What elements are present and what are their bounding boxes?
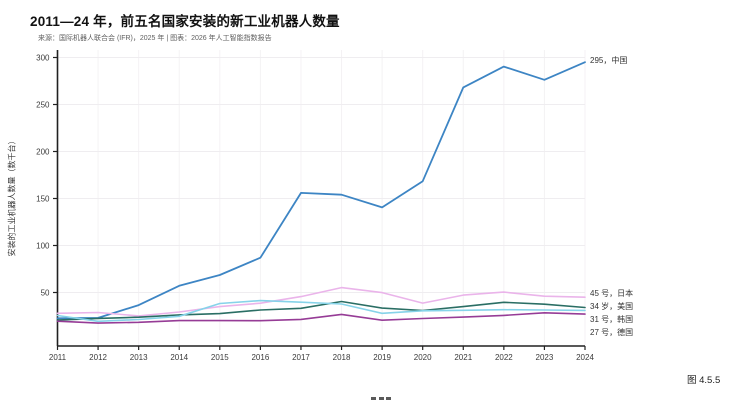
x-tick-label: 2013 bbox=[130, 353, 148, 362]
x-tick-label: 2012 bbox=[89, 353, 107, 362]
x-tick-label: 2021 bbox=[454, 353, 472, 362]
y-tick-label: 150 bbox=[36, 194, 50, 203]
footer-mark bbox=[386, 397, 391, 400]
figure-number-caption: 图 4.5.5 bbox=[687, 375, 721, 386]
series-end-label-usa: 34 岁，美国 bbox=[590, 302, 634, 311]
y-tick-label: 50 bbox=[41, 288, 50, 297]
x-tick-label: 2011 bbox=[49, 353, 67, 362]
x-tick-label: 2014 bbox=[170, 353, 188, 362]
y-tick-label: 100 bbox=[36, 241, 50, 250]
series-line-中国 bbox=[56, 61, 586, 320]
cropped-footer-marks bbox=[371, 397, 395, 401]
y-tick-label: 250 bbox=[36, 100, 50, 109]
series-end-label-japan: 45 号，日本 bbox=[590, 289, 634, 298]
series-line-德国 bbox=[56, 311, 586, 324]
x-tick-label: 2024 bbox=[576, 353, 594, 362]
x-tick-label: 2019 bbox=[373, 353, 391, 362]
x-tick-label: 2018 bbox=[333, 353, 351, 362]
footer-mark bbox=[378, 397, 384, 400]
series-line-日本 bbox=[56, 286, 586, 317]
chart-title: 2011—24 年，前五名国家安装的新工业机器人数量 bbox=[30, 14, 340, 29]
y-tick-label: 200 bbox=[36, 147, 50, 156]
x-tick-label: 2017 bbox=[292, 353, 310, 362]
footer-mark bbox=[371, 397, 376, 400]
chart-source-note: 来源：国际机器人联合会 (IFR)，2025 年 | 图表：2026 年人工智能… bbox=[38, 35, 272, 42]
x-tick-label: 2020 bbox=[414, 353, 432, 362]
y-tick-label: 300 bbox=[36, 53, 50, 62]
x-tick-label: 2016 bbox=[251, 353, 269, 362]
x-tick-label: 2023 bbox=[536, 353, 554, 362]
x-tick-label: 2022 bbox=[495, 353, 513, 362]
x-tick-label: 2015 bbox=[211, 353, 229, 362]
series-line-韩国 bbox=[56, 299, 586, 323]
series-end-label-germany: 27 号，德国 bbox=[590, 328, 634, 337]
series-end-label-china: 295，中国 bbox=[590, 56, 628, 65]
series-end-label-korea: 31 号，韩国 bbox=[590, 315, 634, 324]
y-axis-title: 安装的工业机器人数量（数千台） bbox=[7, 136, 17, 257]
series-line-美国 bbox=[56, 300, 586, 321]
